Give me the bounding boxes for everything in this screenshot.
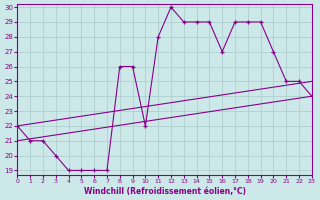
X-axis label: Windchill (Refroidissement éolien,°C): Windchill (Refroidissement éolien,°C) (84, 187, 245, 196)
